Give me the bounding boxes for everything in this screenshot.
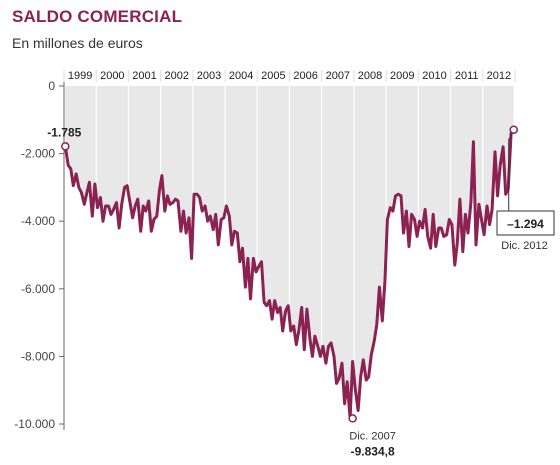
y-tick-label: -6.000 [21,282,55,296]
end-value-box [496,210,555,236]
x-tick-label: 2010 [422,70,446,82]
axis-layer: 0 -2.000 -4.000 -6.000 -8.000 -10.000 1999 2000… [14,70,516,431]
x-tick-label: 2011 [455,70,479,82]
x-tick-label: 2006 [293,70,317,82]
line-layer [63,128,515,420]
end-point-marker [509,125,518,134]
x-tick-label: 2008 [358,70,382,82]
y-tick-label: -4.000 [21,214,55,228]
x-tick-label: 2000 [100,70,124,82]
start-value-label: -1.785 [47,125,81,139]
x-tick-label: 2004 [229,70,253,82]
min-date-label: Dic. 2007 [349,430,395,442]
y-tick-label: 0 [48,79,55,93]
min-point-marker [348,414,357,423]
x-tick-label: 2005 [261,70,285,82]
end-date-label: Dic. 2012 [501,240,547,252]
y-tick-label: -8.000 [21,349,55,363]
x-tick-label: 2009 [390,70,414,82]
x-tick-label: 2002 [165,70,189,82]
x-tick-label: 2007 [326,70,350,82]
start-point-marker [61,142,70,151]
x-tick-label: 2003 [197,70,221,82]
end-value-label: –1.294 [507,217,544,231]
annotation-layer: -1.785 Dic. 2007 -9.834,8 –1.294 Dic. 2012 [47,125,555,458]
y-tick-label: -10.000 [14,417,55,431]
series-line [63,128,515,420]
chart-subtitle: En millones de euros [12,35,143,51]
y-tick-label: -2.000 [21,147,55,161]
x-tick-label: 2012 [487,70,511,82]
x-tick-label: 2001 [132,70,156,82]
chart-title: SALDO COMERCIAL [12,7,183,26]
min-value-label: -9.834,8 [351,444,395,458]
x-tick-label: 1999 [68,70,92,82]
